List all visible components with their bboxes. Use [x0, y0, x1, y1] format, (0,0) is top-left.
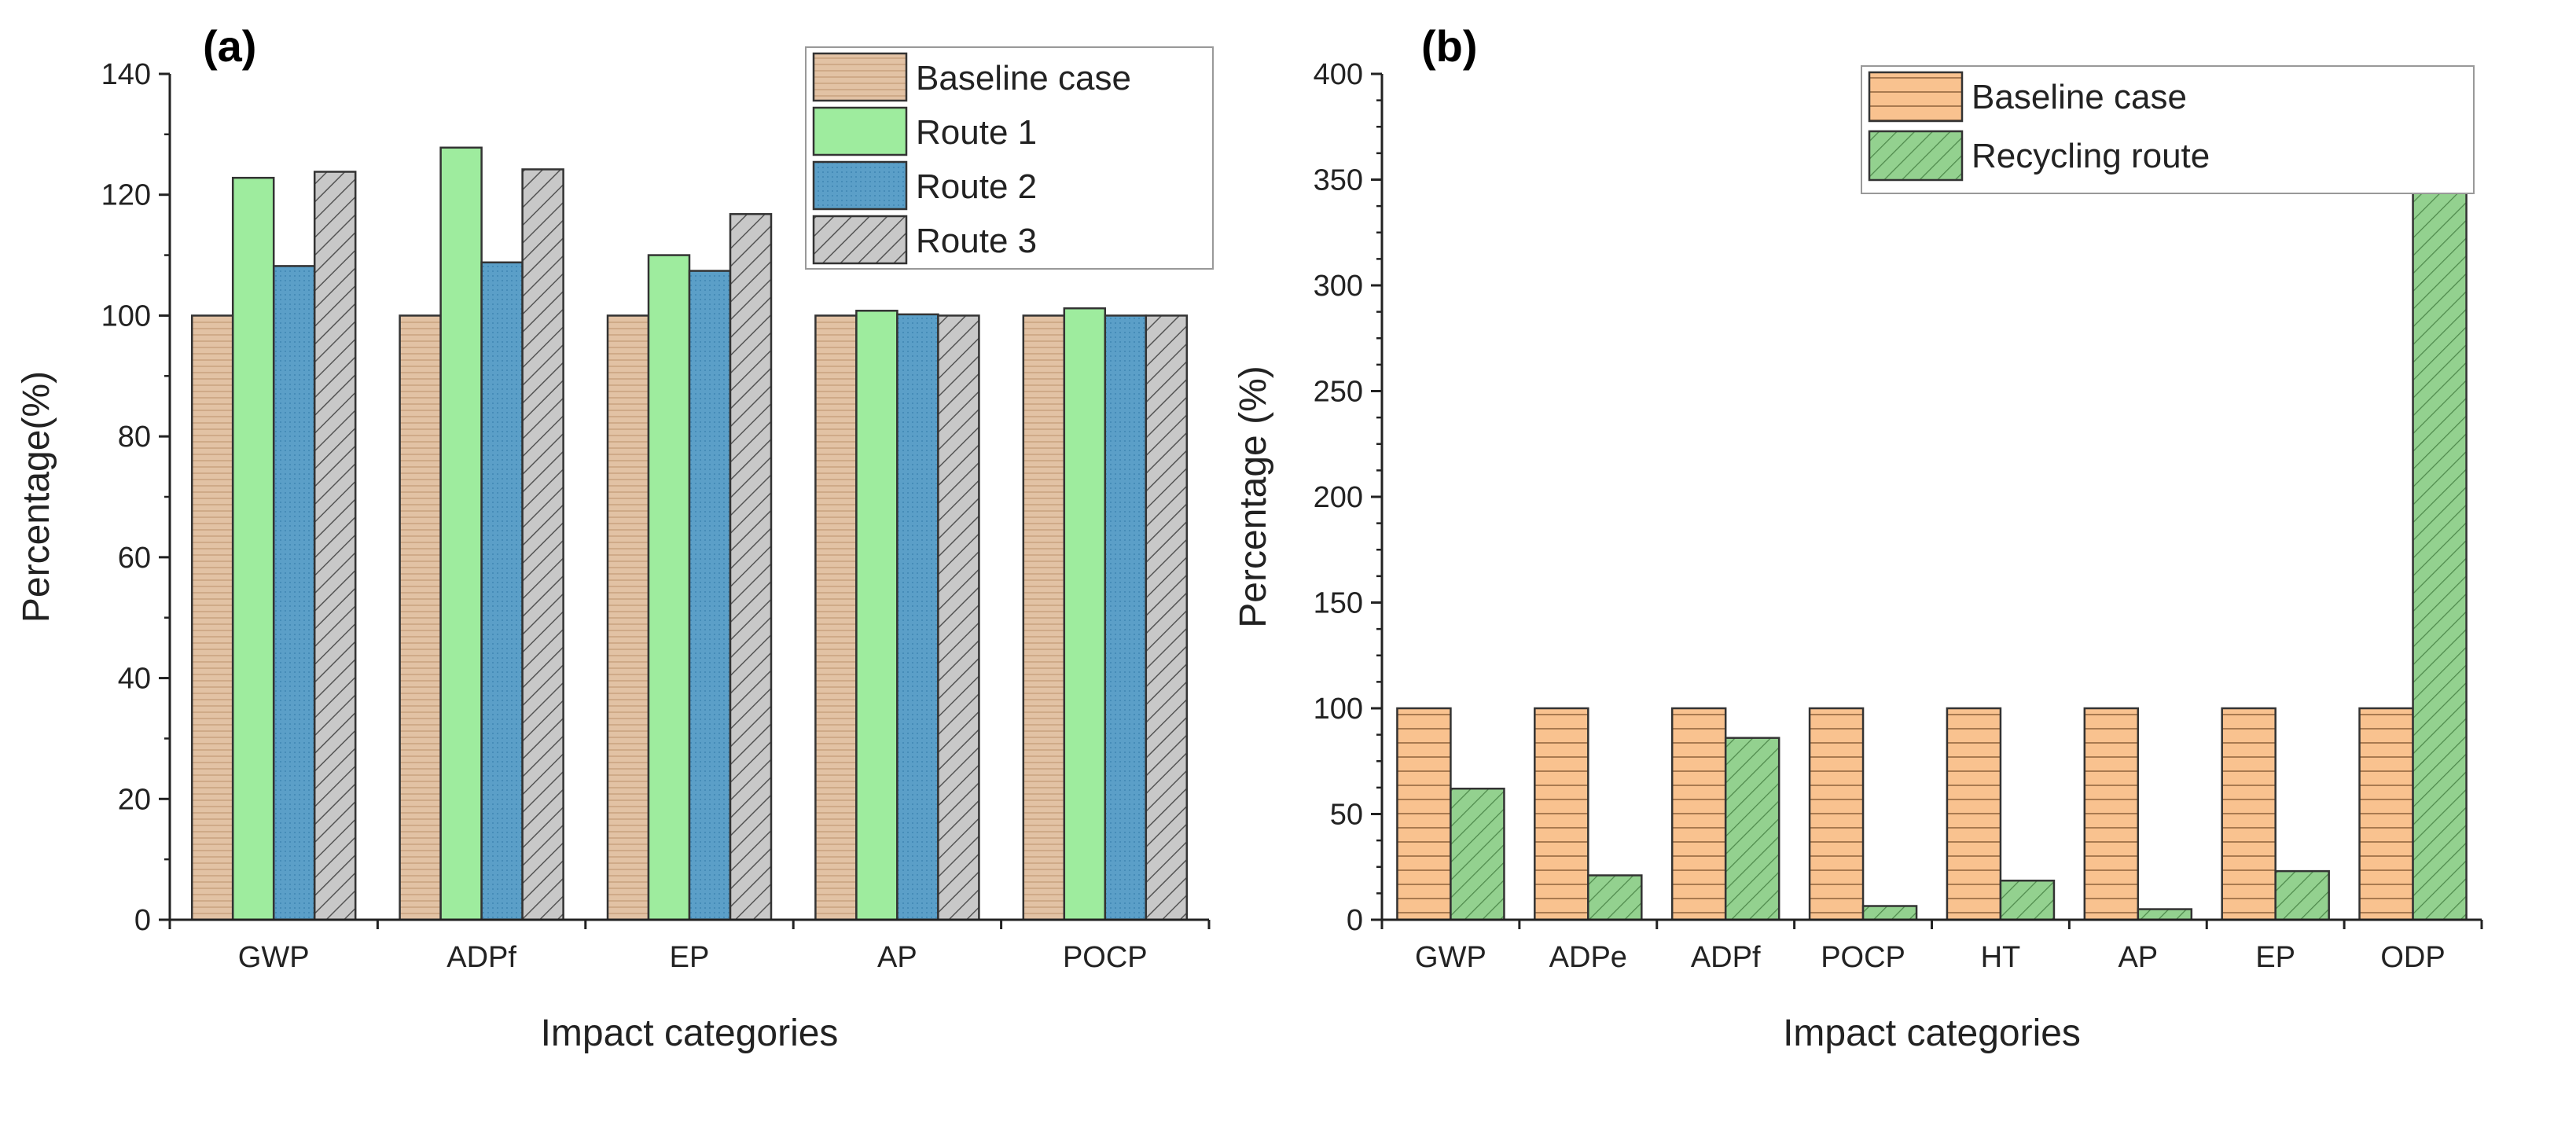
bar-ht-baseline-case	[1946, 707, 2002, 921]
y-tick-label: 150	[1314, 587, 1363, 620]
bar-ep-route-3	[729, 213, 773, 921]
legend-swatch	[812, 52, 908, 102]
bar-adpf-baseline-case	[399, 314, 442, 921]
x-tick-label: POCP	[1821, 941, 1905, 974]
panel-label: (b)	[1421, 21, 1478, 71]
y-tick-label: 100	[101, 300, 151, 333]
bar-gwp-baseline-case	[190, 314, 234, 921]
legend-label: Recycling route	[1972, 137, 2210, 175]
bar-pocp-route-1	[1063, 307, 1107, 921]
y-tick-label: 300	[1314, 270, 1363, 303]
y-tick-label: 140	[101, 58, 151, 91]
bar-ep-route-1	[647, 254, 691, 921]
bar-gwp-route-2	[272, 265, 316, 921]
legend-box	[1861, 65, 2475, 194]
legend-swatch	[1868, 130, 1964, 182]
y-tick-label: 0	[134, 904, 151, 937]
x-tick-label: POCP	[1063, 941, 1148, 974]
bar-ap-recycling-route	[2137, 908, 2193, 921]
y-tick-label: 120	[101, 179, 151, 212]
bar-pocp-baseline-case	[1022, 314, 1066, 921]
legend: Baseline case Route 1 Route 2 Route 3	[805, 46, 1214, 270]
bar-ap-route-2	[896, 313, 939, 921]
legend-swatch	[812, 215, 908, 265]
y-tick-label: 350	[1314, 164, 1363, 197]
y-tick-label: 400	[1314, 58, 1363, 91]
legend-label: Route 2	[916, 167, 1037, 206]
y-tick-label: 250	[1314, 376, 1363, 409]
y-tick-label: 50	[1330, 799, 1363, 832]
bar-ap-route-3	[937, 314, 980, 921]
legend-label: Baseline case	[1972, 78, 2187, 116]
x-tick-label: ADPe	[1549, 941, 1627, 974]
legend-swatch	[1868, 71, 1964, 123]
bar-gwp-baseline-case	[1396, 707, 1452, 921]
y-tick-label: 20	[118, 783, 151, 816]
bar-ep-recycling-route	[2274, 869, 2330, 921]
y-axis-title: Percentage (%)	[1233, 366, 1274, 628]
x-axis-title: Impact categories	[541, 1013, 839, 1054]
bar-adpf-route-1	[439, 146, 483, 921]
panel-label: (a)	[203, 21, 256, 71]
x-tick-label: ODP	[2380, 941, 2445, 974]
legend: Baseline case Recycling route	[1861, 65, 2475, 194]
x-tick-label: EP	[670, 941, 710, 974]
bar-adpf-route-3	[521, 168, 564, 921]
bar-ap-baseline-case	[2083, 707, 2140, 921]
y-tick-label: 60	[118, 542, 151, 575]
bar-ep-baseline-case	[2221, 707, 2277, 921]
bar-adpe-recycling-route	[1587, 874, 1643, 921]
legend-swatch	[812, 106, 908, 156]
bar-adpe-baseline-case	[1534, 707, 1589, 921]
y-tick-label: 0	[1347, 904, 1363, 937]
x-tick-label: AP	[877, 941, 917, 974]
x-tick-label: GWP	[238, 941, 310, 974]
bar-adpf-route-2	[480, 261, 524, 921]
bar-gwp-route-3	[313, 171, 357, 921]
bar-ap-route-1	[855, 310, 898, 921]
bar-ep-baseline-case	[606, 314, 650, 921]
legend-label: Route 1	[916, 113, 1037, 152]
bar-pocp-route-2	[1104, 314, 1148, 921]
bar-gwp-route-1	[231, 176, 275, 921]
bar-odp-recycling-route	[2412, 98, 2468, 921]
legend-label: Baseline case	[916, 59, 1131, 97]
x-tick-label: ADPf	[446, 941, 516, 974]
x-tick-label: ADPf	[1691, 941, 1761, 974]
bar-pocp-baseline-case	[1808, 707, 1865, 921]
bar-pocp-recycling-route	[1861, 905, 1918, 921]
y-tick-label: 40	[118, 663, 151, 696]
bar-pocp-route-3	[1145, 314, 1189, 921]
x-tick-label: EP	[2255, 941, 2295, 974]
legend-label: Route 3	[916, 222, 1037, 260]
x-tick-label: HT	[1981, 941, 2021, 974]
bar-odp-baseline-case	[2358, 707, 2414, 921]
bar-ep-route-2	[688, 270, 732, 921]
bar-gwp-recycling-route	[1450, 787, 1505, 921]
y-tick-label: 80	[118, 421, 151, 454]
chart-b: GWP ADPe ADPf POCP HT AP EP ODP 0 50 100 150 200 250 3…	[1233, 21, 2483, 1054]
bar-adpf-recycling-route	[1724, 737, 1780, 921]
y-tick-label: 100	[1314, 693, 1363, 726]
x-tick-label: AP	[2118, 941, 2158, 974]
chart-a: GWP ADPf EP AP POCP 0 20 40 60 80 100 120 140 Percent…	[16, 21, 1214, 1054]
bar-ht-recycling-route	[1999, 879, 2056, 921]
bar-adpf-baseline-case	[1670, 707, 1727, 921]
x-axis-title: Impact categories	[1783, 1013, 2081, 1054]
y-tick-label: 200	[1314, 481, 1363, 514]
legend-swatch	[812, 160, 908, 211]
y-axis-title: Percentage(%)	[16, 371, 57, 623]
bar-ap-baseline-case	[814, 314, 858, 921]
x-tick-label: GWP	[1415, 941, 1486, 974]
